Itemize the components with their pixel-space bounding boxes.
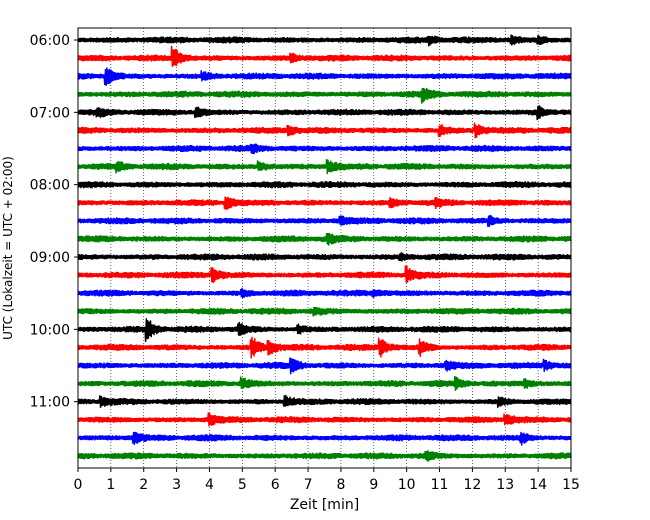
x-tick-label: 15 [562, 477, 580, 493]
seismogram-traces [77, 34, 572, 462]
trace-0830 [77, 214, 572, 227]
trace-0600 [77, 34, 572, 47]
y-tick-label: 08:00 [30, 178, 70, 194]
trace-1100 [77, 394, 572, 408]
trace-0945 [77, 306, 572, 317]
x-tick-label: 2 [139, 477, 148, 493]
x-tick-label: 13 [496, 477, 514, 493]
trace-1015 [77, 336, 572, 359]
plot-frame [77, 27, 572, 469]
x-tick-label: 11 [431, 477, 449, 493]
trace-0745 [77, 159, 572, 175]
x-tick-label: 10 [398, 477, 416, 493]
trace-0645 [77, 87, 572, 104]
y-tick-label: 10:00 [30, 322, 70, 338]
x-tick-label: 3 [172, 477, 181, 493]
trace-1045 [77, 376, 572, 391]
x-tick-label: 8 [336, 477, 345, 493]
trace-0915 [77, 265, 572, 284]
x-axis-label: Zeit [min] [290, 497, 359, 513]
trace-0615 [77, 45, 572, 67]
trace-0815 [77, 196, 572, 210]
y-tick-label: 09:00 [30, 250, 70, 266]
vertical-grid [110, 28, 539, 468]
y-tick-label: 11:00 [30, 395, 70, 411]
x-tick-label: 14 [529, 477, 547, 493]
x-tick-label: 1 [106, 477, 115, 493]
x-tick-label: 6 [271, 477, 280, 493]
x-tick-label: 12 [463, 477, 481, 493]
trace-0930 [77, 287, 572, 299]
trace-1130 [77, 431, 572, 446]
trace-0800 [77, 181, 572, 189]
y-tick-label: 06:00 [30, 33, 70, 49]
y-axis-label: UTC (Lokalzeit = UTC + 02:00) [1, 156, 15, 340]
trace-0845 [77, 233, 572, 246]
trace-0900 [77, 252, 572, 262]
trace-0700 [77, 105, 572, 121]
trace-1030 [77, 357, 572, 375]
x-tick-label: 0 [74, 477, 83, 493]
x-tick-label: 4 [205, 477, 214, 493]
y-tick-label: 07:00 [30, 105, 70, 121]
y-axis-ticks: 06:00 07:00 08:00 09:00 10:00 11:00 [30, 33, 78, 411]
trace-0730 [77, 143, 572, 155]
x-tick-label: 9 [369, 477, 378, 493]
trace-1000 [77, 318, 572, 343]
trace-1145 [77, 450, 572, 462]
x-tick-label: 5 [238, 477, 247, 493]
trace-0715 [77, 122, 572, 139]
trace-0630 [77, 67, 572, 86]
trace-1115 [77, 412, 572, 427]
x-tick-label: 7 [304, 477, 313, 493]
x-axis-ticks: 0 1 2 3 4 5 6 7 8 9 10 11 12 13 14 15 [74, 468, 580, 493]
